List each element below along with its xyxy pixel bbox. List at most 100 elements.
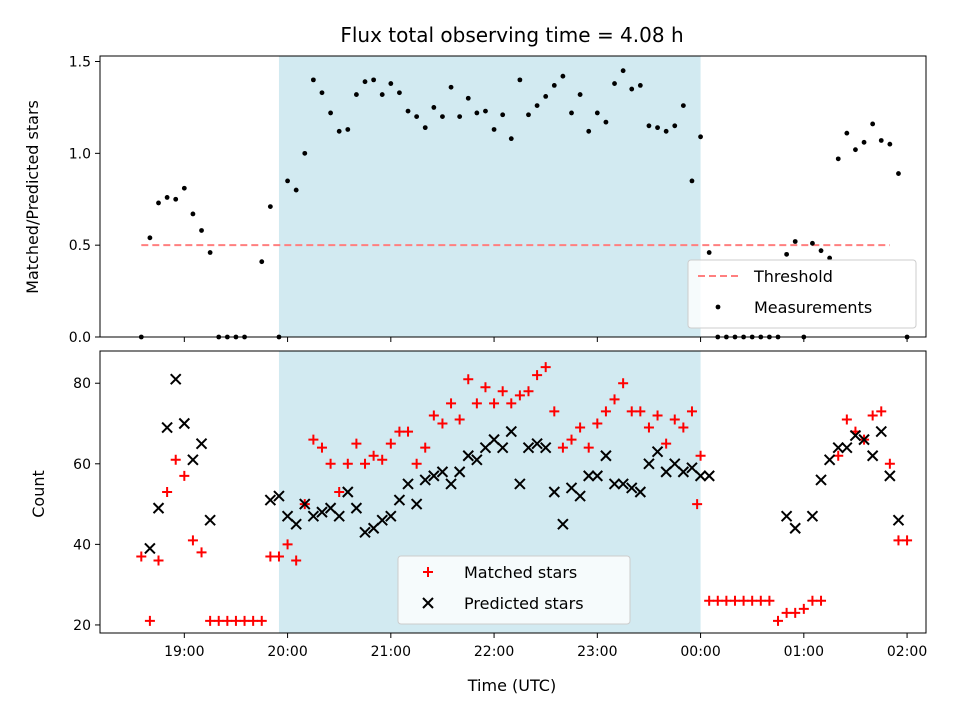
top-dot-point bbox=[388, 81, 394, 86]
bottom-x-point bbox=[789, 522, 801, 534]
top-dot-point bbox=[655, 125, 660, 131]
bottom-plus-point bbox=[755, 595, 766, 606]
bottom-x-point bbox=[273, 490, 285, 502]
top-dot-point bbox=[336, 128, 342, 134]
bottom-x-point bbox=[643, 458, 655, 470]
bottom-plus-point bbox=[179, 470, 190, 481]
x-axis-label: Time (UTC) bbox=[467, 676, 556, 695]
top-dot-point bbox=[569, 110, 574, 116]
bottom-x-point bbox=[402, 478, 414, 490]
bottom-x-point bbox=[858, 433, 870, 446]
bottom-x-point bbox=[393, 494, 406, 506]
bottom-plus-point bbox=[514, 390, 525, 401]
top-y-tick-label: 1.5 bbox=[69, 55, 91, 71]
top-dot-point bbox=[457, 114, 463, 120]
top-dot-point bbox=[551, 82, 557, 88]
legend-matched-swatch bbox=[423, 567, 433, 577]
bottom-plus-point bbox=[480, 382, 491, 393]
bottom-plus-point bbox=[738, 595, 749, 606]
top-dot-point bbox=[354, 92, 359, 97]
bottom-x-point bbox=[815, 474, 827, 486]
top-dot-point bbox=[896, 171, 901, 176]
bottom-plus-point bbox=[807, 595, 818, 606]
top-dot-point bbox=[517, 77, 523, 83]
bottom-x-point bbox=[496, 441, 509, 454]
bottom-axes-frame bbox=[99, 350, 927, 634]
top-dot-point bbox=[440, 114, 445, 120]
top-legend-box bbox=[687, 259, 917, 329]
bottom-x-point bbox=[539, 441, 552, 454]
top-dot-point bbox=[302, 150, 308, 156]
top-dot-point bbox=[397, 90, 402, 96]
bottom-x-point bbox=[307, 510, 320, 522]
x-tick-label: 02:00 bbox=[887, 644, 927, 660]
bottom-plus-point bbox=[678, 422, 689, 433]
bottom-x-point bbox=[471, 454, 483, 466]
top-dot-point bbox=[448, 84, 454, 90]
bottom-plus-point bbox=[454, 414, 465, 425]
top-dot-point bbox=[319, 90, 325, 96]
top-dot-point bbox=[637, 82, 643, 88]
legend-predicted-swatch bbox=[422, 597, 434, 609]
bottom-x-point bbox=[290, 518, 302, 530]
top-dot-point bbox=[362, 79, 368, 85]
bottom-plus-point bbox=[411, 458, 422, 469]
bottom-x-point bbox=[832, 441, 844, 454]
bottom-plus-point bbox=[876, 406, 887, 417]
bottom-x-point bbox=[806, 510, 819, 522]
bottom-plus-point bbox=[205, 615, 216, 626]
bottom-plus-point bbox=[394, 426, 405, 437]
top-dot-point bbox=[190, 211, 196, 217]
bottom-plus-point bbox=[291, 555, 302, 566]
top-dot-point bbox=[827, 255, 833, 261]
bottom-plus-point bbox=[153, 555, 164, 566]
bottom-x-point bbox=[410, 498, 423, 510]
bottom-legend-box bbox=[397, 555, 631, 625]
top-dot-point bbox=[293, 187, 299, 193]
bottom-plus-point bbox=[532, 370, 543, 381]
bottom-plus-point bbox=[222, 615, 233, 626]
bottom-x-point bbox=[195, 437, 208, 450]
top-dot-point bbox=[328, 110, 333, 116]
bottom-x-point bbox=[583, 470, 595, 482]
bottom-plus-point bbox=[316, 442, 327, 453]
bottom-x-point bbox=[342, 486, 354, 498]
bottom-plus-point bbox=[669, 414, 680, 425]
top-dot-point bbox=[612, 81, 617, 86]
bottom-plus-point bbox=[325, 458, 336, 469]
bottom-x-point bbox=[419, 474, 431, 486]
bottom-x-point bbox=[187, 454, 199, 466]
top-dot-point bbox=[646, 123, 652, 129]
bottom-plus-point bbox=[729, 595, 740, 606]
bottom-x-point bbox=[780, 510, 793, 522]
top-dot-point bbox=[181, 185, 187, 191]
bottom-x-point bbox=[849, 429, 862, 442]
bottom-x-point bbox=[823, 454, 836, 466]
legend-label: Predicted stars bbox=[464, 594, 584, 613]
bottom-x-point bbox=[376, 514, 388, 526]
x-tick-label: 19:00 bbox=[164, 644, 204, 660]
bottom-plus-point bbox=[213, 615, 224, 626]
bottom-x-point bbox=[359, 526, 371, 538]
bottom-plus-point bbox=[816, 595, 827, 606]
top-dot-point bbox=[594, 110, 600, 116]
bottom-x-point bbox=[514, 478, 526, 490]
bottom-plus-point bbox=[523, 386, 534, 397]
bottom-plus-point bbox=[463, 374, 474, 385]
top-dot-point bbox=[422, 125, 428, 131]
x-tick-label: 00:00 bbox=[680, 644, 720, 660]
top-dot-point bbox=[698, 134, 703, 140]
bottom-plus-point bbox=[643, 422, 654, 433]
top-shaded-interval bbox=[278, 56, 701, 337]
top-dot-point bbox=[500, 112, 506, 118]
bottom-x-point bbox=[505, 425, 517, 438]
bottom-plus-point bbox=[471, 398, 482, 409]
bottom-plus-point bbox=[626, 406, 637, 417]
x-tick-label: 21:00 bbox=[371, 644, 411, 660]
bottom-plus-point bbox=[575, 422, 586, 433]
bottom-plus-point bbox=[282, 539, 293, 550]
top-dot-point bbox=[491, 127, 497, 132]
bottom-plus-point bbox=[446, 398, 457, 409]
bottom-x-point bbox=[428, 470, 440, 482]
